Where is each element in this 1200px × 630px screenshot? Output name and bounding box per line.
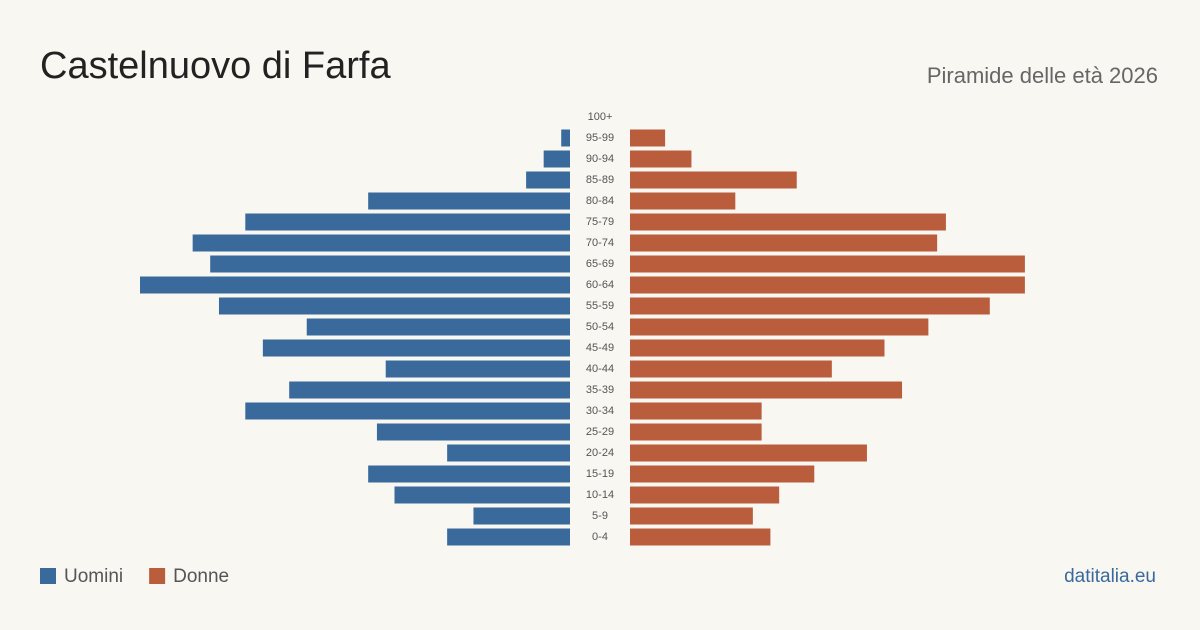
age-label: 45-49 bbox=[586, 342, 614, 354]
age-label: 30-34 bbox=[586, 405, 614, 417]
bar bbox=[447, 528, 570, 546]
bar bbox=[630, 171, 797, 189]
bar bbox=[630, 192, 736, 210]
bar bbox=[368, 192, 570, 210]
bar bbox=[630, 360, 832, 378]
bar bbox=[543, 150, 570, 168]
bar bbox=[245, 402, 570, 420]
age-label: 85-89 bbox=[586, 174, 614, 186]
bar bbox=[630, 129, 666, 147]
age-label: 75-79 bbox=[586, 216, 614, 228]
bar bbox=[630, 465, 815, 483]
bar bbox=[630, 276, 1025, 294]
age-label: 100+ bbox=[588, 111, 613, 123]
bar bbox=[376, 423, 570, 441]
bar bbox=[630, 255, 1025, 273]
bar bbox=[630, 381, 903, 399]
legend-label: Uomini bbox=[64, 566, 123, 587]
source: datitalia.eu bbox=[1064, 566, 1156, 587]
age-label: 15-19 bbox=[586, 468, 614, 480]
age-label: 60-64 bbox=[586, 279, 614, 291]
age-label: 65-69 bbox=[586, 258, 614, 270]
age-label: 95-99 bbox=[586, 132, 614, 144]
bar bbox=[245, 213, 570, 231]
age-label: 80-84 bbox=[586, 195, 614, 207]
bar bbox=[630, 507, 753, 525]
bar bbox=[385, 360, 570, 378]
bar bbox=[630, 297, 990, 315]
bar bbox=[526, 171, 570, 189]
age-label: 0-4 bbox=[592, 531, 608, 543]
age-label: 35-39 bbox=[586, 384, 614, 396]
bar bbox=[218, 297, 570, 315]
age-label: 20-24 bbox=[586, 447, 614, 459]
age-label: 70-74 bbox=[586, 237, 614, 249]
age-label: 25-29 bbox=[586, 426, 614, 438]
age-label: 90-94 bbox=[586, 153, 614, 165]
legend-swatch bbox=[40, 568, 56, 584]
age-label: 10-14 bbox=[586, 489, 614, 501]
bar bbox=[210, 255, 570, 273]
legend-label: Donne bbox=[173, 566, 229, 587]
age-label: 55-59 bbox=[586, 300, 614, 312]
bar bbox=[630, 213, 946, 231]
bar bbox=[447, 444, 570, 462]
bar bbox=[630, 528, 771, 546]
chart-title: Castelnuovo di Farfa bbox=[40, 45, 391, 87]
bar bbox=[630, 486, 780, 504]
bar bbox=[630, 423, 762, 441]
bar bbox=[394, 486, 570, 504]
bar bbox=[473, 507, 570, 525]
bar bbox=[630, 402, 762, 420]
age-label: 40-44 bbox=[586, 363, 614, 375]
bar bbox=[289, 381, 570, 399]
bar bbox=[368, 465, 570, 483]
bar bbox=[630, 339, 885, 357]
bar bbox=[630, 150, 692, 168]
bar bbox=[561, 129, 570, 147]
bar bbox=[262, 339, 570, 357]
age-label: 5-9 bbox=[592, 510, 608, 522]
chart-subtitle: Piramide delle età 2026 bbox=[927, 63, 1158, 88]
legend-swatch bbox=[149, 568, 166, 584]
bar bbox=[306, 318, 570, 336]
bar bbox=[140, 276, 570, 294]
bar bbox=[192, 234, 570, 252]
bar bbox=[630, 444, 867, 462]
bar bbox=[630, 318, 929, 336]
bar bbox=[630, 234, 938, 252]
age-label: 50-54 bbox=[586, 321, 614, 333]
